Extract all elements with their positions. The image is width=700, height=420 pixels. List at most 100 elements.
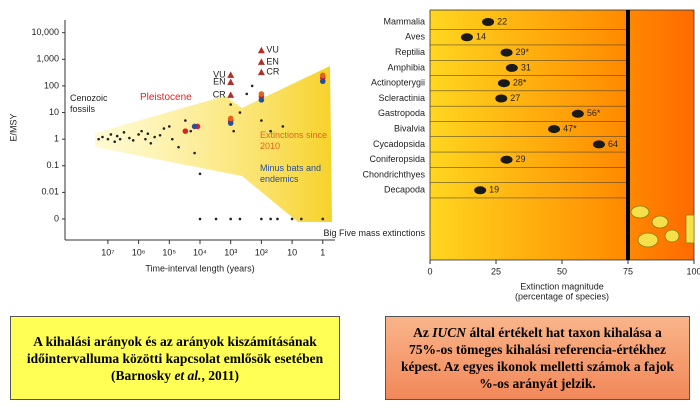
point — [101, 135, 104, 139]
reference-label: Big Five mass extinctions — [323, 228, 425, 238]
point — [214, 217, 218, 221]
point — [290, 217, 294, 221]
point — [162, 127, 166, 130]
value-label: 14 — [476, 32, 486, 42]
bar-marker — [495, 94, 508, 103]
category-label: Amphibia — [387, 62, 425, 72]
value-label: 29* — [516, 47, 530, 57]
annotation: Cenozoic fossils — [70, 93, 108, 114]
y-tick-label: 0.01 — [41, 187, 59, 197]
point — [146, 132, 150, 136]
category-label: Decapoda — [384, 185, 425, 195]
x-tick-label: 10⁴ — [193, 247, 207, 257]
x-tick-label: 25 — [491, 266, 501, 276]
trend-wedge — [95, 66, 332, 222]
bar-marker — [474, 186, 487, 195]
caption-part: , 2011) — [201, 367, 239, 383]
x-tick-label: 1 — [320, 247, 325, 257]
point — [229, 217, 232, 221]
point — [257, 46, 265, 54]
point — [238, 111, 242, 114]
point — [319, 78, 326, 85]
point — [158, 133, 162, 137]
point — [184, 119, 187, 122]
y-tick-label: 1 — [54, 134, 59, 144]
point — [281, 125, 285, 128]
point-label: CR — [266, 66, 279, 76]
point — [227, 78, 235, 86]
point — [227, 115, 234, 122]
annotation: Minus bats and endemics — [260, 163, 322, 184]
point — [321, 217, 325, 221]
point — [128, 136, 131, 140]
point — [300, 217, 303, 221]
y-tick-label: 0 — [54, 213, 59, 223]
y-tick-label: 10,000 — [31, 27, 59, 37]
point — [319, 72, 326, 79]
category-label: Bivalvia — [394, 123, 425, 133]
caption-part: IUCN — [432, 325, 467, 340]
category-label: Chondrichthyes — [362, 169, 425, 179]
x-axis-label: (percentage of species) — [515, 291, 609, 301]
point — [118, 137, 122, 141]
point — [131, 139, 135, 142]
category-label: Cycadopsida — [373, 139, 425, 149]
point — [250, 84, 254, 88]
point-label: CR — [213, 89, 226, 99]
point — [115, 134, 119, 138]
caption-text: A kihalási arányok és az arányok kiszámí… — [25, 333, 325, 384]
x-tick-label: 10² — [255, 247, 268, 257]
y-tick-label: 1,000 — [36, 54, 59, 64]
point — [191, 123, 198, 130]
x-tick-label: 10 — [287, 247, 297, 257]
y-tick-label: 0.1 — [46, 160, 59, 170]
category-label: Scleractinia — [378, 93, 425, 103]
category-label: Coniferopsida — [369, 154, 425, 164]
point — [182, 128, 189, 134]
point — [269, 217, 272, 221]
point — [170, 137, 174, 141]
value-label: 19 — [489, 185, 499, 195]
point — [258, 97, 265, 103]
caption-right: Az IUCN által értékelt hat taxon kihalás… — [385, 316, 690, 400]
y-tick-label: 10 — [49, 107, 59, 117]
bar-marker — [548, 125, 561, 134]
point — [97, 137, 100, 141]
x-tick-label: 10⁶ — [132, 247, 146, 257]
category-label: Mammalia — [383, 16, 425, 26]
point — [144, 137, 147, 141]
caption-part: A kihalási arányok és az arányok kiszámí… — [26, 333, 324, 383]
point — [189, 129, 193, 133]
point — [276, 217, 279, 221]
point — [227, 120, 234, 126]
point — [149, 141, 153, 145]
category-label: Gastropoda — [378, 108, 425, 118]
annotation: Pleistocene — [140, 92, 192, 103]
x-tick-label: 100 — [686, 266, 700, 276]
point — [227, 91, 235, 98]
category-label: Reptilia — [395, 47, 425, 57]
caption-part: által értékelt hat taxon kihalása a 75%-… — [401, 325, 674, 391]
point — [198, 172, 202, 176]
category-label: Aves — [405, 32, 425, 42]
point — [232, 129, 235, 133]
x-axis-label: Time-interval length (years) — [145, 263, 254, 273]
point-label: EN — [266, 56, 279, 66]
x-tick-label: 75 — [623, 266, 633, 276]
bar-marker — [482, 18, 495, 26]
point — [260, 217, 263, 221]
point — [258, 91, 265, 97]
x-tick-label: 0 — [427, 266, 432, 276]
x-tick-label: 10⁵ — [162, 247, 176, 257]
point-label: VU — [213, 69, 226, 79]
point — [257, 68, 265, 76]
point — [227, 71, 235, 78]
x-tick-label: 10⁷ — [101, 247, 114, 257]
point — [168, 125, 171, 128]
value-label: 56* — [587, 108, 601, 118]
point — [140, 129, 143, 133]
x-tick-label: 10³ — [224, 247, 237, 257]
bar-marker — [500, 48, 513, 57]
point — [257, 58, 265, 65]
